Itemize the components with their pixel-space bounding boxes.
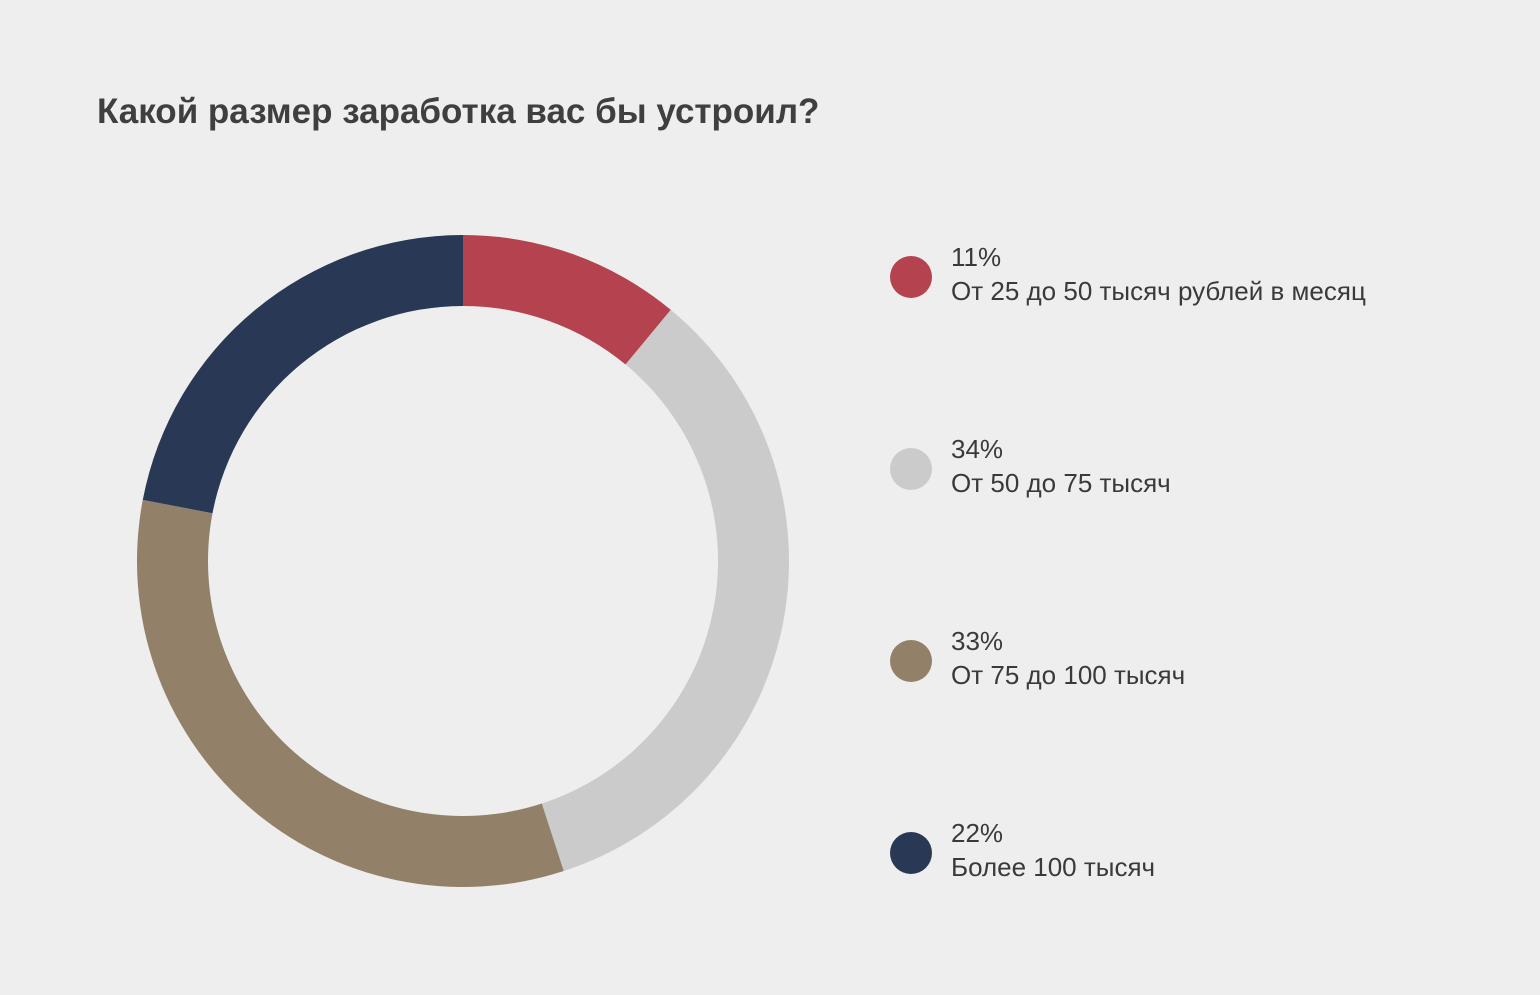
legend-percent-75-100: 33%	[951, 626, 1004, 656]
legend-percent-25-50: 11%	[951, 242, 1002, 272]
legend-label-over-100: Более 100 тысяч	[951, 852, 1156, 882]
slice-50-75	[541, 309, 790, 872]
legend-label-50-75: От 50 до 75 тысяч	[951, 468, 1171, 498]
legend-swatch-50-75	[890, 448, 932, 490]
slice-25-50	[463, 235, 671, 365]
legend-swatch-over-100	[890, 832, 932, 874]
legend-swatch-25-50	[890, 256, 932, 298]
legend-item-75-100: 33% От 75 до 100 тысяч	[888, 626, 1488, 700]
chart-title: Какой размер заработка вас бы устроил?	[97, 92, 820, 131]
legend-label-25-50: От 25 до 50 тысяч рублей в месяц	[951, 276, 1366, 306]
legend-percent-over-100: 22%	[951, 818, 1004, 848]
donut-chart	[137, 235, 790, 887]
legend-label-75-100: От 75 до 100 тысяч	[951, 660, 1186, 690]
slice-75-100	[137, 499, 564, 887]
legend-item-25-50: 11% От 25 до 50 тысяч рублей в месяц	[888, 242, 1488, 316]
legend-percent-50-75: 34%	[951, 434, 1004, 464]
legend-item-over-100: 22% Более 100 тысяч	[888, 818, 1488, 892]
legend-item-50-75: 34% От 50 до 75 тысяч	[888, 434, 1488, 508]
slice-over-100	[142, 235, 463, 514]
legend-swatch-75-100	[890, 640, 932, 682]
